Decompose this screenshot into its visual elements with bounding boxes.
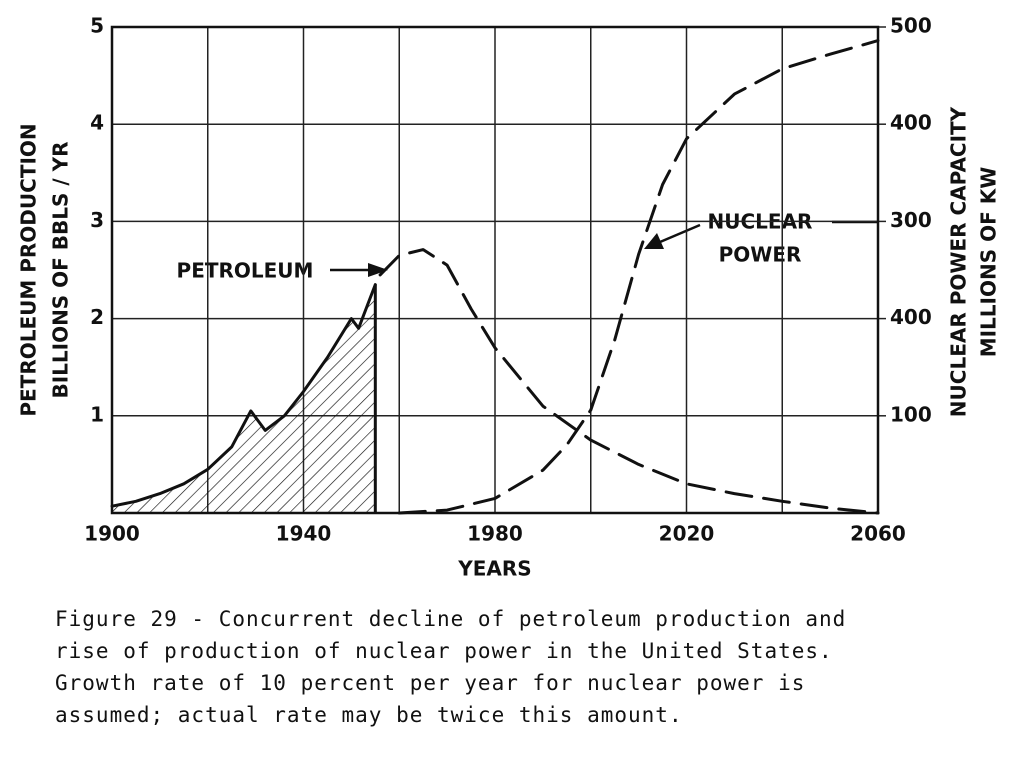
y-tick-label: 4 <box>90 111 104 135</box>
annotation: PETROLEUM <box>177 259 314 283</box>
y2-tick-label: 100 <box>890 402 932 426</box>
series-line <box>378 248 880 515</box>
plot-frame <box>110 25 880 515</box>
hatched-area <box>112 284 376 513</box>
y-tick-label: 2 <box>90 305 104 329</box>
y-tick-label: 3 <box>90 208 104 232</box>
y-label: BILLIONS OF BBLS / YR <box>49 141 73 398</box>
annotation: POWER <box>719 243 802 267</box>
x-label: YEARS <box>457 557 531 581</box>
y2-tick-label: 300 <box>890 208 932 232</box>
x-tick-label: 1900 <box>84 522 140 546</box>
x-tick-label: 1980 <box>467 522 523 546</box>
y-label: PETROLEUM PRODUCTION <box>17 123 41 416</box>
caption: rise of production of nuclear power in t… <box>55 639 833 663</box>
y-tick-label: 5 <box>90 14 104 38</box>
y2-label: NUCLEAR POWER CAPACITY <box>947 106 971 417</box>
x-tick-label: 1940 <box>276 522 332 546</box>
x-tick-label: 2020 <box>659 522 715 546</box>
y2-label: MILLIONS OF KW <box>977 167 1001 358</box>
y2-tick-label: 400 <box>890 305 932 329</box>
y-tick-label: 1 <box>90 402 104 426</box>
x-tick-label: 2060 <box>850 522 906 546</box>
arrows <box>330 220 878 277</box>
caption: Figure 29 - Concurrent decline of petrol… <box>55 607 846 631</box>
caption: assumed; actual rate may be twice this a… <box>55 703 683 727</box>
caption: Growth rate of 10 percent per year for n… <box>55 671 805 695</box>
series-line <box>110 283 377 508</box>
series-line <box>397 39 880 515</box>
y2-tick-label: 500 <box>890 14 932 38</box>
y2-tick-label: 400 <box>890 111 932 135</box>
